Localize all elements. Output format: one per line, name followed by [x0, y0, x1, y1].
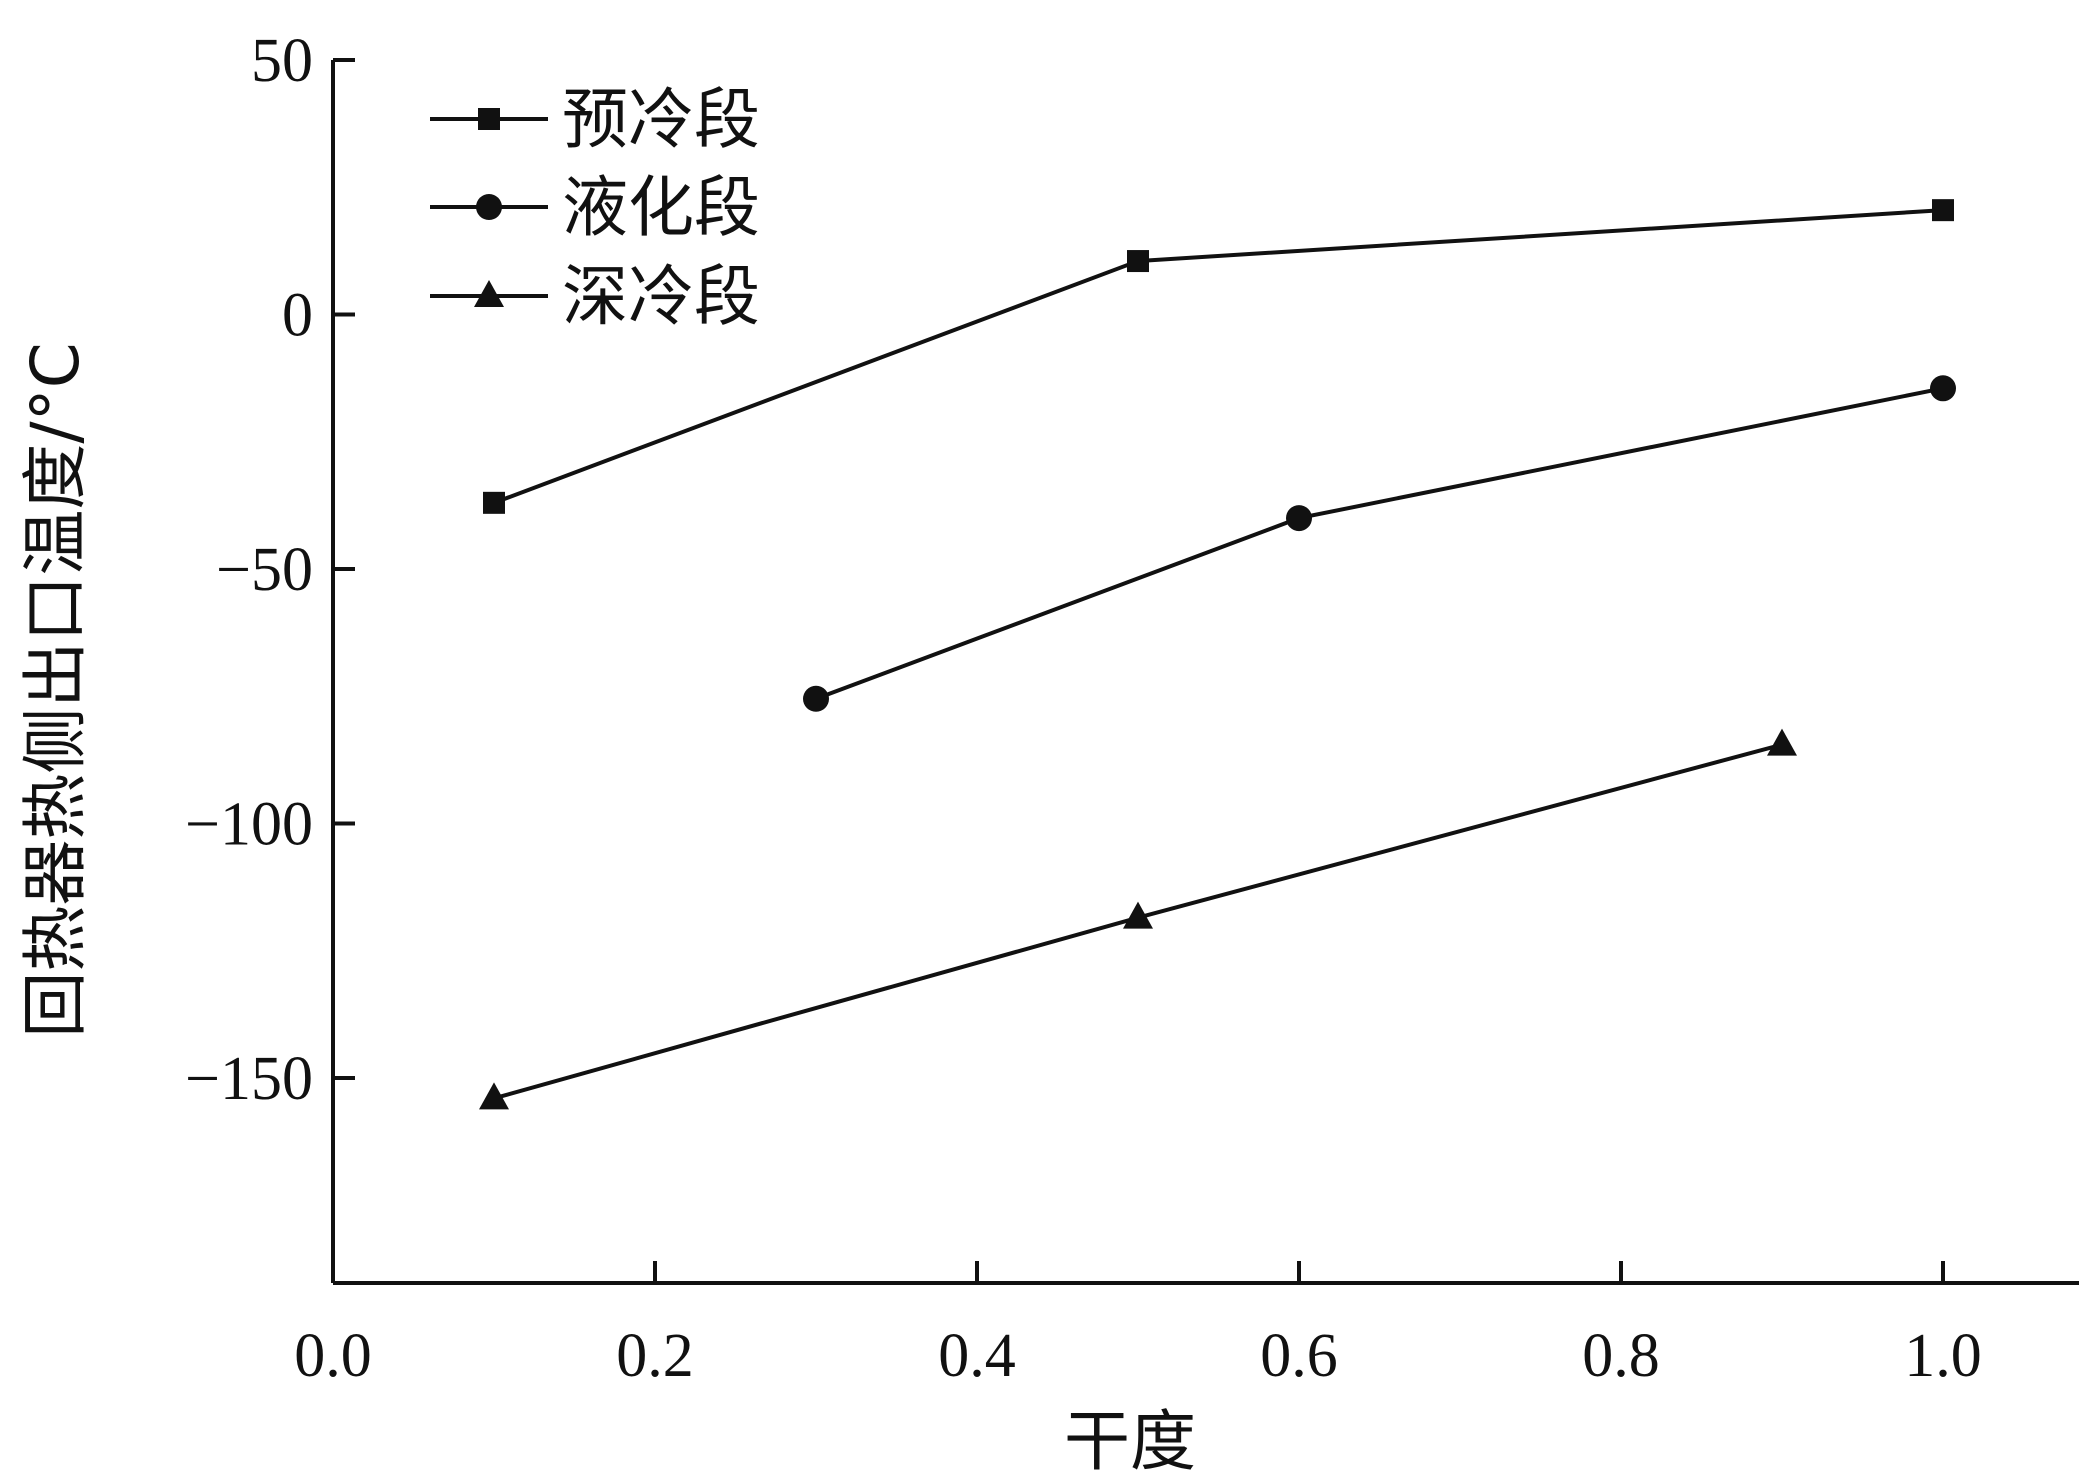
- series-layer: [479, 199, 1956, 1110]
- data-point-liquefy: [1286, 505, 1312, 532]
- data-point-subcool: [479, 1082, 509, 1110]
- legend-label: 预冷段: [562, 81, 760, 158]
- series-line-liquefy: [815, 386, 1944, 701]
- legend-marker-triangle: [474, 280, 504, 307]
- series-subcool: [479, 728, 1797, 1110]
- series-precool: [483, 199, 1954, 514]
- y-tick-label: −150: [185, 1045, 313, 1113]
- x-tick-label: 0.2: [616, 1322, 694, 1390]
- y-tick-label: 0: [282, 282, 313, 350]
- x-ticks: 0.0 0.2 0.4 0.6 0.8 1.0: [294, 1261, 1982, 1390]
- legend-marker-circle: [476, 194, 502, 220]
- data-point-precool: [1127, 250, 1149, 273]
- series-liquefy: [803, 375, 1956, 712]
- data-point-precool: [1932, 199, 1954, 222]
- x-tick-label: 0.4: [938, 1322, 1016, 1390]
- x-tick-label: 1.0: [1904, 1322, 1982, 1390]
- x-tick-label: 0.8: [1582, 1322, 1660, 1390]
- x-axis-title: 干度: [1064, 1403, 1196, 1480]
- data-point-subcool: [1767, 728, 1797, 756]
- y-axis-title: 回热器热侧出口温度/°C: [17, 342, 94, 1037]
- legend-label: 深冷段: [562, 258, 760, 335]
- y-ticks: 50 0 −50 −100 −150: [185, 27, 355, 1113]
- x-tick-label: 0.0: [294, 1322, 372, 1390]
- legend-item-precool: 预冷段: [430, 81, 760, 158]
- series-line-precool: [493, 208, 1944, 505]
- legend-label: 液化段: [562, 169, 760, 246]
- x-tick-label: 0.6: [1260, 1322, 1338, 1390]
- legend-marker-square: [478, 108, 500, 130]
- data-point-liquefy: [803, 685, 829, 712]
- legend-item-subcool: 深冷段: [430, 258, 760, 335]
- y-tick-label: 50: [251, 27, 313, 95]
- data-point-subcool: [1123, 901, 1153, 929]
- y-tick-label: −100: [185, 791, 313, 859]
- y-tick-label: −50: [216, 536, 313, 604]
- data-point-precool: [483, 491, 505, 514]
- data-point-liquefy: [1930, 375, 1956, 402]
- legend-item-liquefy: 液化段: [430, 169, 760, 246]
